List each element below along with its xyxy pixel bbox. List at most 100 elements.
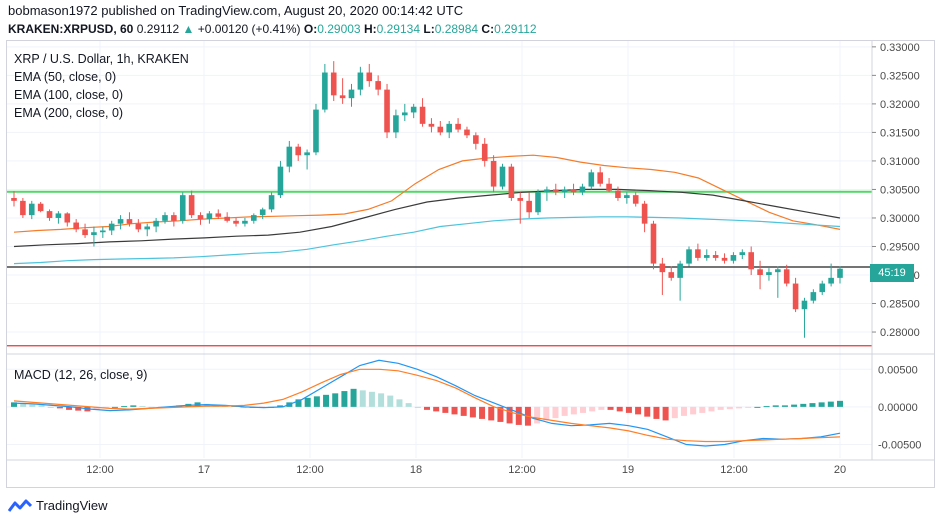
candle-body — [366, 72, 373, 82]
macd-histogram-bar — [598, 406, 605, 410]
macd-histogram-bar — [469, 406, 476, 418]
candle-body — [819, 283, 826, 293]
macd-histogram-bar — [139, 406, 146, 408]
candle-body — [730, 255, 737, 261]
candle-body — [757, 269, 763, 275]
candle-body — [641, 203, 648, 224]
candle-body — [20, 200, 26, 216]
high-value: 0.29134 — [376, 22, 421, 36]
open-label: O: — [303, 22, 318, 36]
macd-tick-label: 0.00000 — [878, 402, 918, 414]
candle-body — [277, 166, 284, 196]
macd-histogram-bar — [754, 406, 761, 408]
macd-histogram-bar — [433, 406, 440, 412]
candle-body — [703, 255, 710, 258]
candle-body — [268, 195, 275, 210]
candle-body — [721, 257, 728, 261]
tradingview-logo-icon — [8, 499, 32, 512]
candle-body — [748, 252, 754, 270]
macd-histogram-bar — [837, 400, 843, 407]
candle-body — [455, 123, 461, 130]
candle-body — [508, 166, 515, 198]
candle-body — [668, 272, 675, 278]
macd-legend: MACD (12, 26, close, 9) — [14, 368, 148, 382]
candle-body — [686, 249, 692, 264]
y-tick-label: 0.32000 — [880, 99, 920, 111]
macd-histogram-bar — [662, 406, 669, 421]
candle-body — [490, 160, 497, 187]
x-tick-label: 18 — [410, 464, 422, 476]
macd-histogram-bar — [781, 405, 788, 407]
x-tick-label: 12:00 — [86, 464, 114, 476]
price-change: +0.00120 (+0.41%) — [197, 22, 301, 36]
macd-histogram-bar — [534, 406, 541, 424]
close-label: C: — [481, 22, 495, 36]
macd-histogram-bar — [589, 406, 596, 412]
candle-body — [650, 223, 657, 264]
macd-histogram-bar — [75, 406, 82, 411]
open-value: 0.29003 — [317, 22, 361, 36]
x-tick-label: 12:00 — [508, 464, 536, 476]
macd-histogram-bar — [690, 406, 697, 415]
macd-histogram-bar — [515, 406, 522, 425]
y-tick-label: 0.28500 — [880, 299, 920, 311]
macd-histogram-bar — [396, 399, 403, 407]
macd-histogram-bar — [827, 401, 834, 407]
macd-histogram-bar — [313, 396, 320, 407]
close-value: 0.29112 — [494, 22, 537, 36]
candle-body — [375, 81, 381, 90]
macd-histogram-bar — [130, 405, 137, 407]
macd-histogram-bar — [736, 406, 743, 409]
candle-body — [481, 143, 488, 161]
candle-body — [437, 126, 444, 133]
candle-body — [632, 195, 639, 204]
chart-canvas[interactable]: 0.33000 0.32500 0.32000 0.31500 0.31000 0.305… — [6, 40, 935, 488]
macd-histogram-bar — [607, 406, 614, 410]
legend-ema50: EMA (50, close, 0) — [14, 70, 117, 84]
candle-body — [286, 146, 293, 167]
candle-body — [588, 172, 595, 187]
macd-histogram-bar — [203, 403, 210, 407]
low-value: 0.28984 — [434, 22, 479, 36]
candle-body — [259, 209, 266, 216]
brand-name[interactable]: TradingView — [36, 498, 108, 513]
candle-body — [171, 215, 177, 221]
candle-body — [11, 198, 17, 201]
macd-histogram-bar — [121, 406, 128, 408]
x-tick-label: 19 — [622, 464, 634, 476]
last-price: 0.29112 — [136, 22, 180, 36]
y-tick-label: 0.32500 — [880, 70, 920, 82]
candle-body — [473, 135, 479, 144]
candle-body — [464, 129, 470, 136]
candle-body — [597, 172, 603, 184]
candle-body — [517, 198, 524, 201]
price-axis-labels: 0.33000 0.32500 0.32000 0.31500 0.31000 0.305… — [880, 42, 920, 339]
macd-histogram-bar — [580, 406, 587, 413]
candle-body — [561, 189, 568, 193]
candle-body — [330, 72, 337, 96]
macd-histogram-bar — [38, 405, 45, 407]
macd-histogram-bar — [635, 406, 642, 415]
macd-histogram-bar — [809, 403, 816, 407]
macd-histogram-bar — [359, 390, 366, 407]
candle-body — [766, 272, 772, 275]
candle-body — [28, 203, 35, 216]
macd-histogram-bar — [488, 406, 495, 421]
macd-histogram-bar — [66, 406, 73, 410]
macd-histogram-bar — [717, 406, 724, 410]
candle-body — [739, 252, 746, 256]
candle-body — [348, 89, 355, 99]
chart-title: XRP / U.S. Dollar, 1h, KRAKEN — [14, 52, 189, 66]
candle-body — [100, 230, 106, 233]
candle-body — [783, 269, 790, 284]
candle-body — [206, 213, 213, 220]
macd-histogram-bar — [763, 406, 770, 408]
macd-histogram-bar — [616, 406, 623, 412]
current-price-tag: 45:19 — [870, 264, 914, 282]
macd-histogram-bar — [506, 406, 513, 424]
candle-body — [304, 152, 310, 156]
macd-histogram-bar — [479, 406, 486, 419]
candle-body — [401, 112, 408, 116]
candle-body — [579, 186, 586, 193]
candle-body — [55, 213, 62, 218]
